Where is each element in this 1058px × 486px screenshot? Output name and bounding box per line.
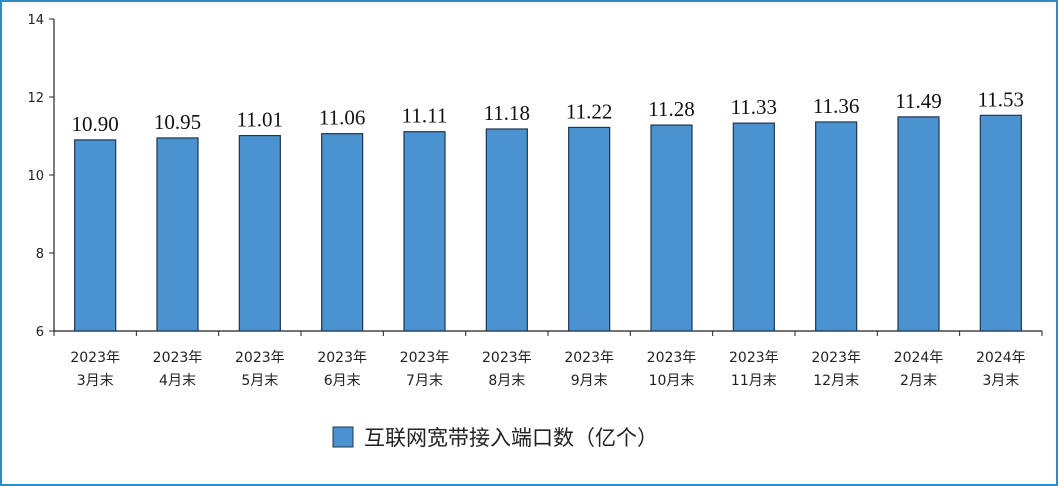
x-tick-label-year: 2023年 xyxy=(482,350,532,366)
x-tick-label-year: 2024年 xyxy=(976,350,1026,366)
bar-value-label: 11.28 xyxy=(648,97,694,121)
y-tick-label: 10 xyxy=(27,169,44,184)
y-tick-label: 8 xyxy=(36,247,44,262)
x-tick-label-year: 2023年 xyxy=(564,350,614,366)
bars xyxy=(74,114,1022,332)
bar xyxy=(650,124,693,332)
bar xyxy=(979,114,1022,332)
x-tick-label-year: 2023年 xyxy=(729,350,779,366)
x-tick-label-year: 2023年 xyxy=(400,350,450,366)
legend-label: 互联网宽带接入端口数（亿个） xyxy=(364,426,658,450)
bar xyxy=(897,116,940,332)
x-tick-label-month: 12月末 xyxy=(813,373,859,389)
bar xyxy=(74,139,117,332)
x-tick-label-year: 2023年 xyxy=(647,350,697,366)
x-tick-label-month: 11月末 xyxy=(731,373,777,389)
x-tick-label-month: 8月末 xyxy=(488,373,525,389)
bar xyxy=(815,121,858,332)
x-tick-label-month: 4月末 xyxy=(159,373,196,389)
x-tick-label-year: 2023年 xyxy=(153,350,203,366)
bar xyxy=(321,133,364,332)
x-tick-label-year: 2023年 xyxy=(811,350,861,366)
bar xyxy=(403,131,446,332)
x-tick-label-month: 9月末 xyxy=(571,373,608,389)
x-tick-label-month: 7月末 xyxy=(406,373,443,389)
legend-swatch xyxy=(332,426,354,448)
bar xyxy=(485,128,528,332)
bar xyxy=(156,137,199,332)
x-tick-label-year: 2024年 xyxy=(894,350,944,366)
y-axis: 6 8 10 12 14 xyxy=(27,13,55,340)
bar xyxy=(568,126,611,332)
x-tick-label-year: 2023年 xyxy=(235,350,285,366)
x-tick-label-month: 3月末 xyxy=(982,373,1019,389)
y-tick-label: 12 xyxy=(27,91,44,106)
bar-value-label: 10.90 xyxy=(72,112,119,136)
bar-value-label: 11.49 xyxy=(895,89,941,113)
bar-value-label: 11.22 xyxy=(566,99,612,123)
x-tick-label-year: 2023年 xyxy=(70,350,120,366)
x-tick-label-year: 2023年 xyxy=(317,350,367,366)
bar-value-label: 11.06 xyxy=(319,106,365,130)
bar-value-label: 11.53 xyxy=(978,87,1024,111)
legend: 互联网宽带接入端口数（亿个） xyxy=(332,426,658,450)
category-labels: 2023年 3月末 2023年 4月末 2023年 5月末 2023年 6月末 2023年 7月末… xyxy=(70,350,1025,389)
x-axis xyxy=(53,330,1043,336)
x-tick-label-month: 5月末 xyxy=(241,373,278,389)
y-tick-label: 6 xyxy=(36,325,44,340)
bar xyxy=(732,122,775,332)
bar-value-label: 11.01 xyxy=(237,108,283,132)
bar-value-label: 10.95 xyxy=(154,110,201,134)
x-tick-label-month: 10月末 xyxy=(649,373,695,389)
bar-value-label: 11.36 xyxy=(813,94,859,118)
x-tick-label-month: 6月末 xyxy=(324,373,361,389)
bar-value-label: 11.11 xyxy=(402,104,448,128)
data-labels: 10.90 10.95 11.01 11.06 11.11 11.18 11.22 11.28… xyxy=(72,87,1025,136)
y-tick-label: 14 xyxy=(27,13,44,28)
x-tick-label-month: 2月末 xyxy=(900,373,937,389)
bar xyxy=(238,135,281,332)
bar-value-label: 11.18 xyxy=(484,101,530,125)
x-tick-label-month: 3月末 xyxy=(77,373,114,389)
bar-value-label: 11.33 xyxy=(731,95,777,119)
